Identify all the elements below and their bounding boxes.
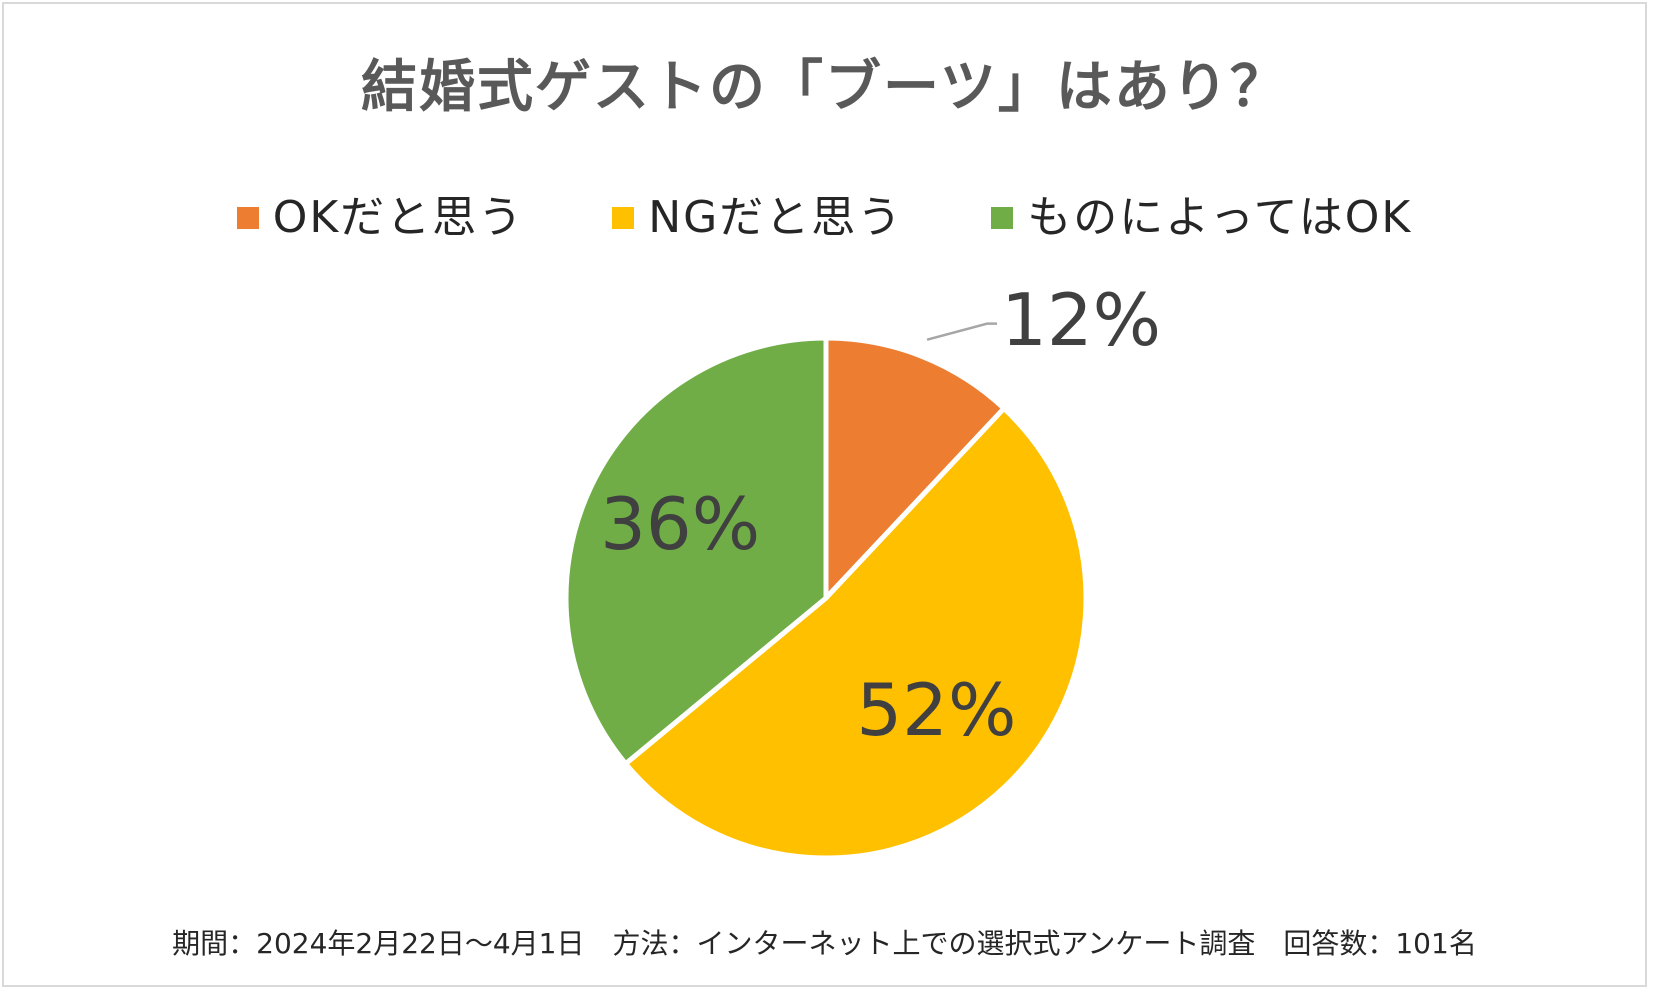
- pie-slice-depends: [563, 335, 829, 767]
- legend-label-ng: NGだと思う: [648, 192, 904, 243]
- chart-title: 結婚式ゲストの「ブーツ」はあり？: [361, 55, 1288, 120]
- legend-item-depends: ものによってはOK: [991, 188, 1412, 248]
- legend-label-ok: OKだと思う: [272, 192, 525, 243]
- leader-line-ok: [926, 322, 998, 341]
- legend-swatch-ng: [612, 207, 635, 229]
- pie-slice-ng: [623, 405, 1089, 861]
- legend-swatch-depends: [991, 207, 1014, 229]
- legend-swatch-ok: [236, 207, 259, 229]
- legend-item-ng: NGだと思う: [612, 188, 903, 248]
- data-label-depends: 36%: [600, 482, 760, 566]
- legend-label-depends: ものによってはOK: [1027, 192, 1413, 243]
- data-label-ok: 12%: [1001, 278, 1161, 362]
- pie-slice-ok: [823, 335, 1007, 601]
- legend-item-ok: OKだと思う: [236, 188, 525, 248]
- survey-footnote: 期間：2024年2月22日～4月1日 方法：インターネット上での選択式アンケート…: [172, 927, 1477, 960]
- data-label-ng: 52%: [856, 668, 1016, 752]
- chart-legend: OKだと思う NGだと思う ものによってはOK: [0, 188, 1649, 248]
